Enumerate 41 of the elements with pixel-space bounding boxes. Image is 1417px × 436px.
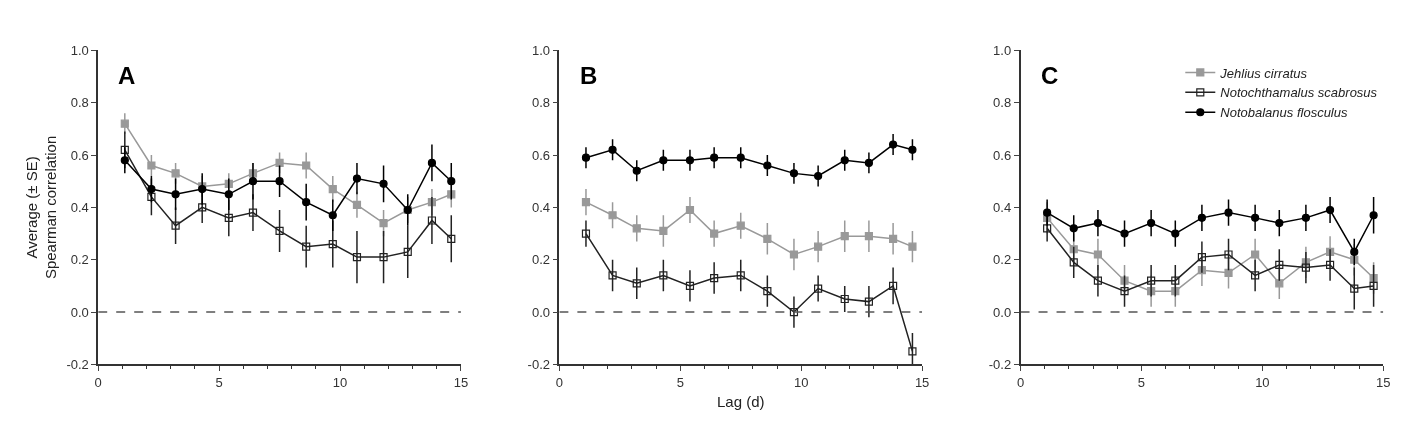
y-tick-label: 0.6 [531, 147, 551, 163]
y-tick-label: -0.2 [988, 356, 1012, 372]
x-tick-label: 15 [1376, 374, 1391, 390]
y-tick-label: 0.8 [531, 95, 551, 111]
legend-label: Notochthamalus scabrosus [1220, 85, 1378, 101]
y-tick-label: 0.2 [70, 252, 89, 268]
x-tick-label: 0 [1016, 374, 1025, 390]
y-tick-label: -0.2 [66, 356, 89, 372]
x-tick-label: 5 [676, 374, 684, 390]
y-tick-label: 0.4 [70, 199, 89, 215]
y-tick-label: 0.2 [531, 252, 551, 268]
y-tick-label: 0.6 [993, 147, 1012, 163]
y-tick-label: 0.0 [993, 304, 1012, 320]
y-tick-label: 0.4 [531, 199, 551, 215]
text: B [580, 62, 598, 89]
x-tick-label: 0 [555, 374, 563, 390]
x-tick-label: 15 [914, 374, 930, 390]
x-tick-label: 10 [793, 374, 809, 390]
y-tick-label: 0.6 [70, 147, 89, 163]
y-tick-label: 0.0 [531, 304, 551, 320]
y-tick-label: 1.0 [70, 42, 89, 58]
x-tick-label: 15 [453, 374, 469, 390]
y-tick-label: 0.4 [993, 199, 1012, 215]
x-tick-label: 5 [1137, 374, 1146, 390]
legend-label: Jehlius cirratus [1219, 65, 1308, 81]
text: C [1041, 62, 1059, 89]
x-axis-title: Lag (d) [716, 393, 765, 411]
y-tick-label: 0.2 [993, 252, 1012, 268]
x-tick-label: 10 [1255, 374, 1270, 390]
y-tick-label: 1.0 [531, 42, 551, 58]
y-tick-label: -0.2 [527, 356, 551, 372]
x-tick-label: 0 [94, 374, 102, 390]
text: A [118, 62, 136, 89]
x-tick-label: 5 [215, 374, 223, 390]
y-tick-label: 0.0 [70, 304, 89, 320]
x-tick-label: 10 [332, 374, 348, 390]
y-tick-label: 0.8 [993, 95, 1012, 111]
legend-label: Notobalanus flosculus [1220, 105, 1348, 121]
y-tick-label: 1.0 [993, 42, 1012, 58]
y-axis-title: Average (± SE) Spearman correlation [22, 135, 60, 280]
y-tick-label: 0.8 [70, 95, 89, 111]
